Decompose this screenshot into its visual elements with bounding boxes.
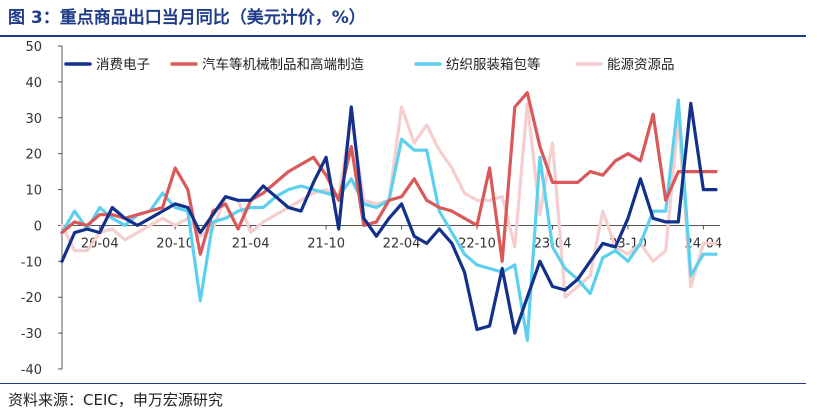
series-lines [60, 91, 718, 342]
legend-label: 汽车等机械制品和高端制造 [202, 56, 364, 73]
series-line [60, 101, 718, 335]
y-tick-label: 30 [25, 112, 42, 127]
source-note: 资料来源：CEIC，申万宏源研究 [8, 391, 223, 409]
y-tick-label: 50 [25, 40, 42, 55]
y-tick-label: 40 [25, 76, 42, 91]
x-tick-label: 20-10 [156, 236, 194, 251]
legend-label: 纺织服装箱包等 [446, 56, 541, 73]
chart-title: 图 3：重点商品出口当月同比（美元计价，%） [8, 8, 366, 28]
x-tick-label: 22-10 [458, 236, 496, 251]
legend-label: 消费电子 [96, 57, 150, 73]
legend: 消费电子 汽车等机械制品和高端制造 纺织服装箱包等 能源资源品 [64, 56, 675, 73]
legend-label: 能源资源品 [607, 57, 675, 73]
top-divider [0, 35, 806, 37]
y-tick-label: -10 [21, 255, 42, 270]
bottom-divider [0, 383, 806, 384]
y-tick-label: -40 [21, 363, 42, 378]
x-tick-label: 21-10 [307, 236, 345, 251]
y-tick-label: -20 [21, 291, 42, 306]
series-line [60, 91, 718, 263]
y-tick-label: 0 [34, 219, 42, 234]
y-tick-label: 10 [25, 184, 42, 199]
x-tick-label: 22-04 [383, 236, 421, 251]
y-tick-label: 20 [25, 148, 42, 163]
x-tick-label: 21-04 [232, 236, 270, 251]
y-tick-label: -30 [21, 327, 42, 342]
